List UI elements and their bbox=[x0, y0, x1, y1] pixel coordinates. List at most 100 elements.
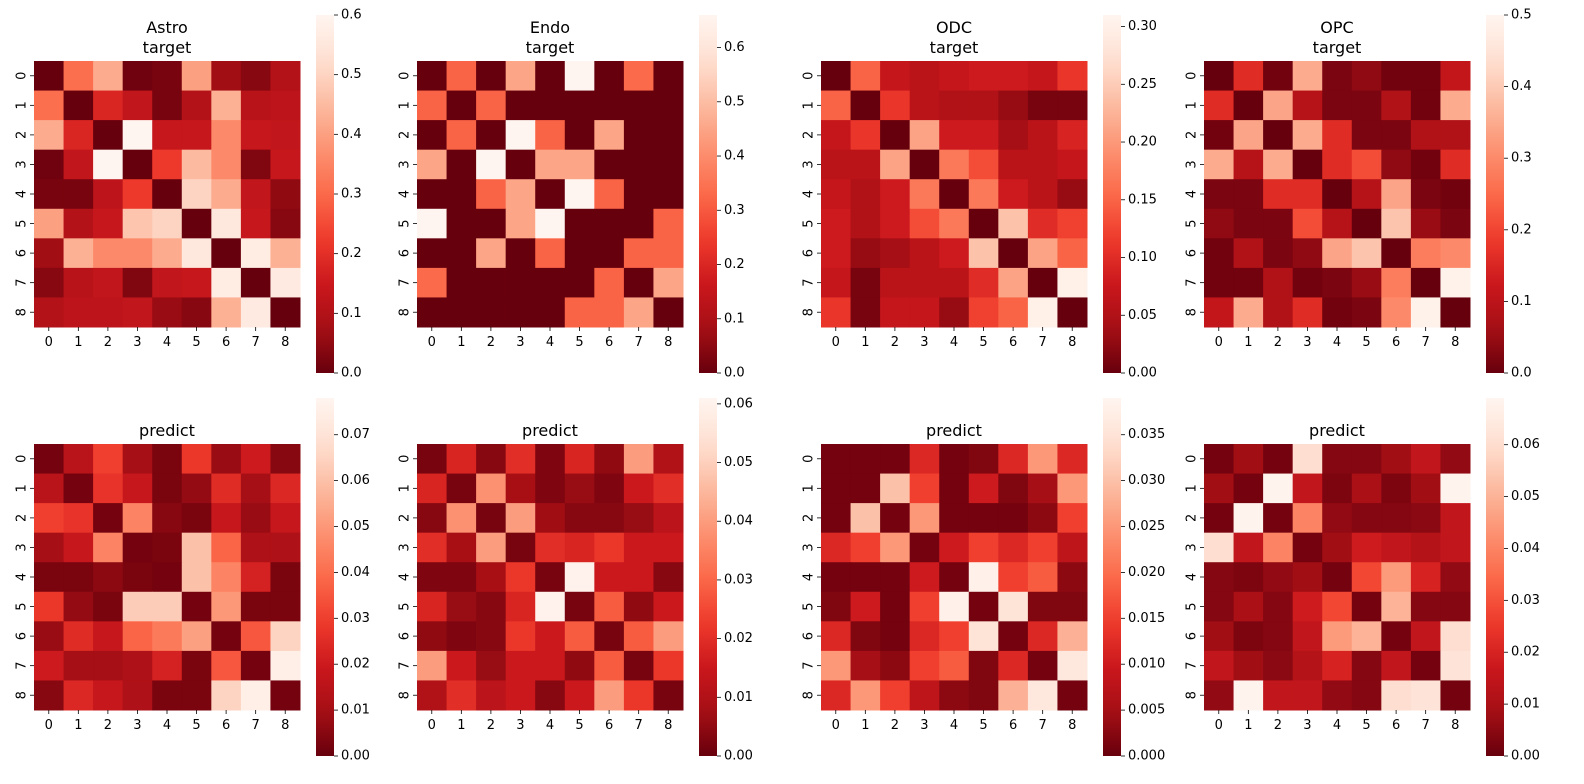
heatmap-cell bbox=[240, 650, 271, 681]
x-tick-label: 4 bbox=[1333, 718, 1341, 733]
heatmap-cell bbox=[181, 208, 212, 239]
colorbar-tick-label: 0.0 bbox=[1511, 366, 1532, 381]
heatmap-cell bbox=[850, 562, 881, 593]
heatmap-cell bbox=[821, 532, 852, 563]
x-tick-label: 5 bbox=[979, 335, 987, 350]
y-tick-label: 7 bbox=[15, 279, 30, 287]
heatmap-cell bbox=[63, 61, 94, 92]
heatmap-cell bbox=[63, 473, 94, 504]
heatmap-cell bbox=[653, 208, 684, 239]
x-tick-label: 5 bbox=[979, 718, 987, 733]
heatmap-cell bbox=[446, 238, 477, 269]
heatmap-cell bbox=[1027, 650, 1058, 681]
heatmap-cell bbox=[270, 208, 301, 239]
x-tick-label: 0 bbox=[428, 335, 436, 350]
heatmap-cell bbox=[594, 503, 625, 534]
heatmap-cell bbox=[476, 208, 507, 239]
colorbar-tick-label: 0.03 bbox=[341, 611, 370, 626]
x-tick-label: 2 bbox=[104, 335, 112, 350]
heatmap-cell bbox=[505, 562, 536, 593]
heatmap-cell bbox=[181, 532, 212, 563]
heatmap-cell bbox=[535, 120, 566, 151]
heatmap-cell bbox=[417, 621, 448, 652]
heatmap-cell bbox=[880, 650, 911, 681]
panel-title: ODC bbox=[936, 18, 972, 37]
heatmap-cell bbox=[1292, 444, 1323, 475]
heatmap-cell bbox=[564, 650, 595, 681]
heatmap-cell bbox=[1381, 238, 1412, 269]
heatmap-cell bbox=[1057, 503, 1088, 534]
x-tick-label: 4 bbox=[546, 335, 554, 350]
x-tick-label: 1 bbox=[861, 718, 869, 733]
heatmap-cell bbox=[939, 208, 970, 239]
heatmap-cell bbox=[880, 680, 911, 711]
panel-title: target bbox=[1313, 38, 1362, 57]
y-tick-label: 8 bbox=[802, 308, 817, 316]
x-tick-label: 0 bbox=[832, 718, 840, 733]
heatmap-cell bbox=[535, 297, 566, 328]
heatmap-cell bbox=[211, 267, 242, 298]
colorbar-tick-label: 0.01 bbox=[724, 690, 753, 705]
heatmap-cell bbox=[1351, 503, 1382, 534]
heatmap-cell bbox=[880, 61, 911, 92]
x-tick-label: 5 bbox=[575, 335, 583, 350]
heatmap-cell bbox=[821, 621, 852, 652]
heatmap-cell bbox=[594, 532, 625, 563]
x-tick-label: 5 bbox=[575, 718, 583, 733]
heatmap-cell bbox=[211, 297, 242, 328]
heatmap-cell bbox=[63, 680, 94, 711]
y-tick-label: 6 bbox=[398, 249, 413, 257]
heatmap-cell bbox=[417, 532, 448, 563]
heatmap-cell bbox=[446, 297, 477, 328]
heatmap-cell bbox=[653, 503, 684, 534]
heatmap-cell bbox=[1263, 267, 1294, 298]
heatmap-cell bbox=[93, 562, 124, 593]
heatmap-cell bbox=[34, 90, 65, 121]
x-tick-label: 6 bbox=[1392, 718, 1400, 733]
heatmap-cell bbox=[34, 149, 65, 180]
heatmap-cell bbox=[34, 61, 65, 92]
y-tick-label: 7 bbox=[802, 279, 817, 287]
heatmap-cell bbox=[505, 238, 536, 269]
heatmap-cell bbox=[446, 650, 477, 681]
heatmap-cell bbox=[1440, 149, 1471, 180]
heatmap-cell bbox=[1233, 179, 1264, 210]
heatmap-cell bbox=[968, 267, 999, 298]
heatmap-cell bbox=[476, 267, 507, 298]
heatmap-cell bbox=[1440, 238, 1471, 269]
heatmap-cell bbox=[1292, 503, 1323, 534]
heatmap-cell bbox=[270, 591, 301, 622]
heatmap-cell bbox=[594, 208, 625, 239]
colorbar-tick-label: 0.00 bbox=[1128, 366, 1157, 381]
heatmap-cell bbox=[850, 208, 881, 239]
x-tick-label: 2 bbox=[487, 718, 495, 733]
colorbar-tick-label: 0.035 bbox=[1128, 427, 1165, 442]
heatmap-cell bbox=[1204, 297, 1235, 328]
heatmap-cell bbox=[505, 591, 536, 622]
heatmap-cell bbox=[850, 650, 881, 681]
heatmap-cell bbox=[240, 503, 271, 534]
x-tick-label: 7 bbox=[635, 335, 643, 350]
heatmap-cell bbox=[1440, 267, 1471, 298]
heatmap-cell bbox=[476, 120, 507, 151]
heatmap-cell bbox=[93, 61, 124, 92]
heatmap-cell bbox=[909, 650, 940, 681]
heatmap-cell bbox=[623, 238, 654, 269]
x-tick-label: 6 bbox=[1009, 718, 1017, 733]
x-tick-label: 8 bbox=[1451, 718, 1459, 733]
heatmap-cell bbox=[152, 473, 183, 504]
heatmap-cell bbox=[1057, 680, 1088, 711]
y-tick-label: 2 bbox=[802, 514, 817, 522]
heatmap-cell bbox=[535, 267, 566, 298]
heatmap-cell bbox=[998, 503, 1029, 534]
heatmap-cell bbox=[152, 238, 183, 269]
y-tick-label: 3 bbox=[398, 543, 413, 551]
heatmap-cell bbox=[1440, 621, 1471, 652]
heatmap-cell bbox=[535, 562, 566, 593]
heatmap-cell bbox=[939, 149, 970, 180]
colorbar-tick-label: 0.20 bbox=[1128, 135, 1157, 150]
heatmap-cell bbox=[1233, 562, 1264, 593]
heatmap-cell bbox=[1292, 90, 1323, 121]
heatmap-cell bbox=[505, 650, 536, 681]
x-tick-label: 3 bbox=[1303, 335, 1311, 350]
